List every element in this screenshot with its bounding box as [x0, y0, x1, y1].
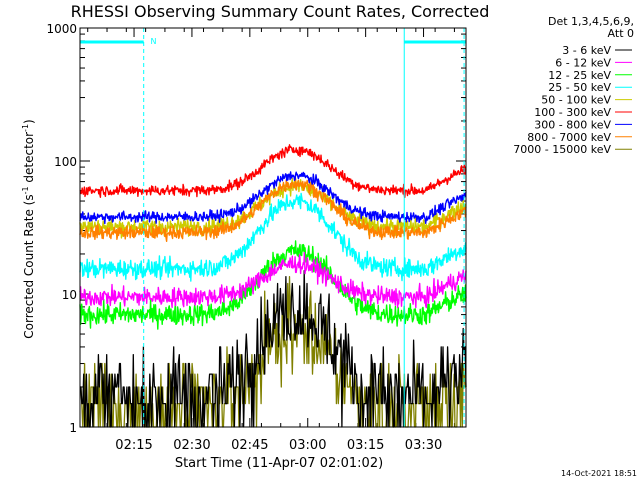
footer-timestamp: 14-Oct-2021 18:51 [561, 469, 637, 478]
series-line [79, 144, 467, 198]
legend-label: 12 - 25 keV [548, 69, 611, 82]
series-line [79, 171, 467, 225]
x-axis-label: Start Time (11-Apr-07 02:01:02) [175, 456, 383, 471]
series-line [79, 240, 467, 330]
y-label-prefix: Corrected Count Rate (s [22, 194, 36, 338]
night-label: N [151, 37, 157, 46]
x-tick-label: 02:15 [115, 438, 152, 453]
chart-title: RHESSI Observing Summary Count Rates, Co… [71, 2, 490, 21]
y-axis-label: Corrected Count Rate (s-1 detector-1) [21, 119, 36, 338]
y-label-suffix: ) [22, 119, 36, 124]
y-label-exponent-1: -1 [21, 186, 30, 194]
x-tick-label: 03:30 [405, 438, 442, 453]
legend-label: 6 - 12 keV [555, 56, 611, 69]
plot-frame [79, 27, 467, 428]
legend-label: 100 - 300 keV [534, 106, 611, 119]
x-tick-label: 02:45 [231, 438, 268, 453]
legend-label: 800 - 7000 keV [527, 131, 611, 144]
axes: 1 10 100 1000 02:15 02:30 02:45 03:00 03:15 03:30 [46, 22, 466, 453]
legend-label: 3 - 6 keV [562, 44, 611, 57]
legend-header-line-2: Att 0 [608, 27, 634, 40]
legend-label: 50 - 100 keV [541, 94, 611, 107]
x-tick-label: 02:30 [173, 438, 210, 453]
legend-label: 25 - 50 keV [548, 81, 611, 94]
legend-label: 300 - 800 keV [534, 118, 611, 131]
y-label-exponent-2: -1 [21, 124, 30, 132]
x-tick-label: 03:15 [347, 438, 384, 453]
x-tick-label: 03:00 [289, 438, 326, 453]
data-series [79, 144, 467, 428]
y-tick-label: 1000 [46, 22, 77, 36]
y-tick-label: 100 [54, 155, 77, 169]
series-line [79, 178, 467, 242]
legend-header-line-1: Det 1,3,4,5,6,9, [548, 15, 634, 28]
series-line [79, 252, 467, 309]
y-tick-label: 1 [69, 421, 77, 435]
y-label-mid: detector [22, 132, 36, 187]
y-tick-label: 10 [62, 288, 77, 302]
legend-label: 7000 - 15000 keV [513, 143, 611, 156]
series-line [79, 192, 467, 282]
